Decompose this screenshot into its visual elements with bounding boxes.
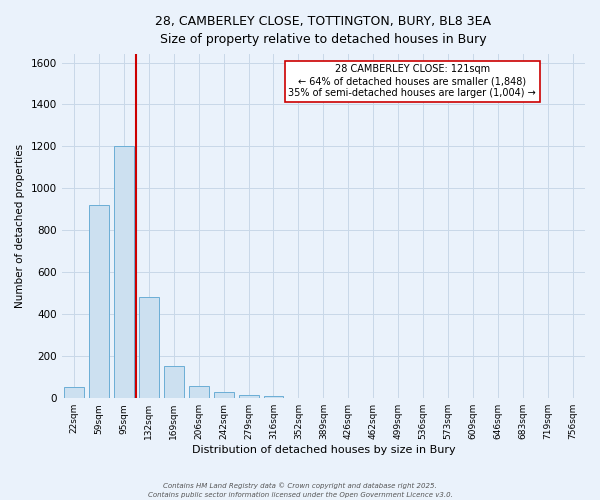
Bar [239,395,259,398]
Bar [164,366,184,398]
Title: 28, CAMBERLEY CLOSE, TOTTINGTON, BURY, BL8 3EA
Size of property relative to deta: 28, CAMBERLEY CLOSE, TOTTINGTON, BURY, B… [155,15,491,46]
Bar [139,298,159,398]
Bar [89,205,109,398]
Text: 28 CAMBERLEY CLOSE: 121sqm
← 64% of detached houses are smaller (1,848)
35% of s: 28 CAMBERLEY CLOSE: 121sqm ← 64% of deta… [289,64,536,98]
Bar [64,386,84,398]
X-axis label: Distribution of detached houses by size in Bury: Distribution of detached houses by size … [191,445,455,455]
Text: Contains HM Land Registry data © Crown copyright and database right 2025.
Contai: Contains HM Land Registry data © Crown c… [148,482,452,498]
Bar [189,386,209,398]
Bar [114,146,134,398]
Y-axis label: Number of detached properties: Number of detached properties [15,144,25,308]
Bar [263,396,283,398]
Bar [214,392,233,398]
